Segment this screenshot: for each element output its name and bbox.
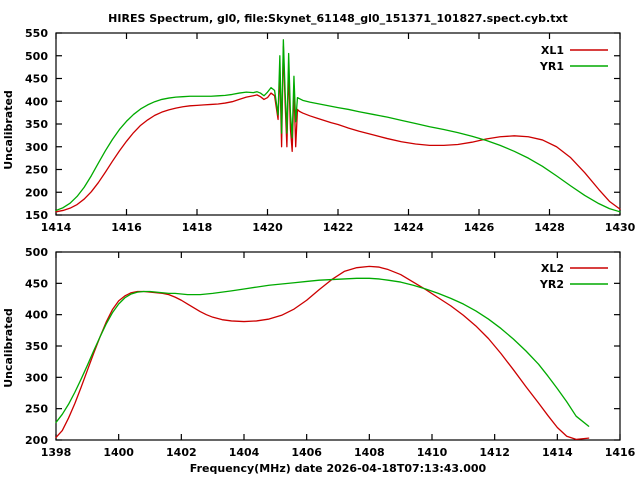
top-panel: 1414 1416 1418 1420 1422 1424 1426 1428 1430 150 2… bbox=[25, 27, 636, 234]
y-tick-label: 350 bbox=[25, 340, 48, 353]
y-tick-label: 200 bbox=[25, 434, 48, 447]
y-tick-label: 250 bbox=[25, 164, 48, 177]
x-tick-label: 1414 bbox=[542, 446, 573, 459]
x-axis-label: Frequency(MHz) date 2026-04-18T07:13:43.… bbox=[190, 462, 487, 475]
series-line-xl2 bbox=[55, 265, 590, 441]
x-tick-label: 1412 bbox=[479, 446, 510, 459]
top-y-axis-label: Uncalibrated bbox=[2, 90, 15, 170]
y-tick-label: 200 bbox=[25, 186, 48, 199]
x-tick-label: 1400 bbox=[103, 446, 134, 459]
y-tick-label: 400 bbox=[25, 309, 48, 322]
x-tick-label: 1414 bbox=[41, 221, 72, 234]
x-tick-label: 1422 bbox=[323, 221, 354, 234]
x-tick-label: 1424 bbox=[393, 221, 424, 234]
y-tick-label: 300 bbox=[25, 371, 48, 384]
y-tick-label: 300 bbox=[25, 141, 48, 154]
x-tick-label: 1416 bbox=[111, 221, 142, 234]
x-tick-label: 1430 bbox=[605, 221, 636, 234]
y-tick-label: 500 bbox=[25, 50, 48, 63]
bottom-panel: 1398 1400 1402 1404 1406 1408 1410 1412 1414 1416… bbox=[25, 246, 636, 459]
x-tick-label: 1410 bbox=[417, 446, 448, 459]
page-title: HIRES Spectrum, gl0, file:Skynet_61148_g… bbox=[108, 12, 568, 25]
x-tick-label: 1406 bbox=[291, 446, 322, 459]
x-tick-label: 1428 bbox=[534, 221, 565, 234]
x-tick-label: 1420 bbox=[252, 221, 283, 234]
x-tick-label: 1398 bbox=[41, 446, 72, 459]
series-line-yr2 bbox=[55, 277, 590, 427]
y-tick-label: 150 bbox=[25, 209, 48, 222]
x-tick-label: 1418 bbox=[182, 221, 213, 234]
y-tick-label: 450 bbox=[25, 277, 48, 290]
y-tick-label: 450 bbox=[25, 73, 48, 86]
legend-label-yr1: YR1 bbox=[539, 60, 564, 73]
x-tick-label: 1408 bbox=[354, 446, 385, 459]
legend-label-xl2: XL2 bbox=[541, 262, 564, 275]
y-tick-label: 500 bbox=[25, 246, 48, 259]
y-tick-label: 550 bbox=[25, 27, 48, 40]
y-tick-label: 400 bbox=[25, 95, 48, 108]
x-tick-label: 1416 bbox=[605, 446, 636, 459]
x-tick-label: 1402 bbox=[166, 446, 197, 459]
y-tick-label: 350 bbox=[25, 118, 48, 131]
x-tick-label: 1404 bbox=[229, 446, 260, 459]
series-line-yr1 bbox=[55, 39, 621, 213]
legend-label-yr2: YR2 bbox=[539, 278, 564, 291]
y-tick-label: 250 bbox=[25, 403, 48, 416]
legend-label-xl1: XL1 bbox=[541, 44, 564, 57]
x-tick-label: 1426 bbox=[464, 221, 495, 234]
bottom-y-axis-label: Uncalibrated bbox=[2, 308, 15, 388]
